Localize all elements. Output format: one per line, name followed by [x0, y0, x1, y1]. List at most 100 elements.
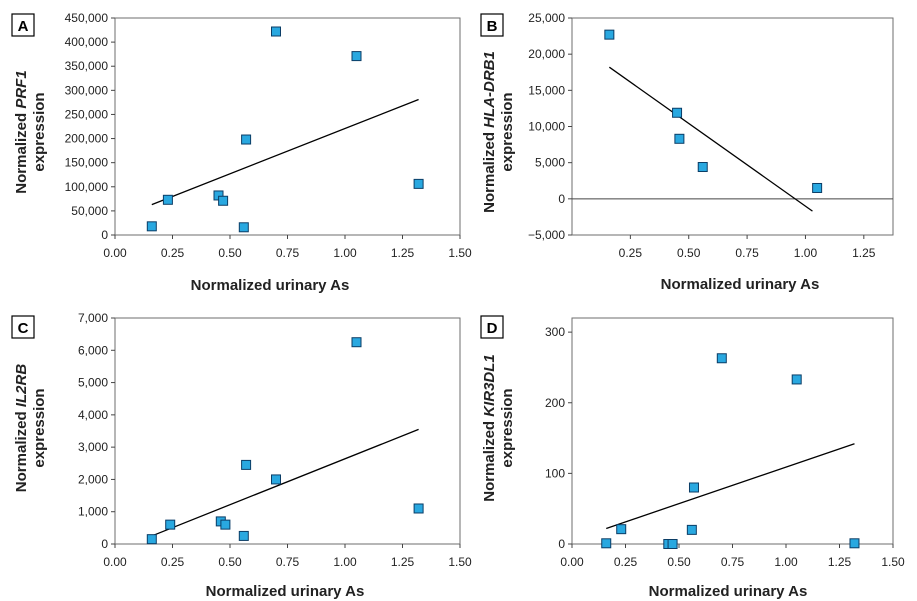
panel-c-x-tick-label: 0.50 [218, 555, 242, 569]
panel-d-y-tick-label: 200 [545, 396, 565, 410]
panel-c-y-axis-title-line1: Normalized IL2RB [13, 364, 30, 493]
panel-d-x-tick-label: 1.00 [774, 555, 798, 569]
panel-a-y-tick-label: 300,000 [65, 83, 109, 97]
panel-c-x-tick-label: 1.50 [448, 555, 472, 569]
panel-c-data-point [351, 337, 362, 348]
panel-a-data-point [162, 194, 173, 205]
panel-c-x-axis-title: Normalized urinary As [206, 583, 365, 600]
panel-a-y-tick-label: 250,000 [65, 107, 109, 121]
panel-a-data-point [351, 51, 362, 62]
panel-d-data-point [616, 524, 627, 535]
panel-b-data-point [604, 29, 615, 40]
panel-c-y-tick-label: 5,000 [78, 376, 108, 390]
panel-b-x-tick-label: 0.75 [735, 246, 759, 260]
panel-a-y-tick-label: 50,000 [71, 204, 108, 218]
panel-c-y-title-gene: IL2RB [13, 364, 30, 408]
panel-b-x-tick-label: 1.00 [794, 246, 818, 260]
panel-a-y-tick-label: 100,000 [65, 180, 109, 194]
panel-d-data-point [688, 482, 699, 493]
panel-d-y-title-gene: KIR3DL1 [481, 354, 498, 417]
panel-a-regression-line [151, 98, 419, 206]
panel-c-data-point [271, 474, 281, 485]
panel-a-data-point [271, 26, 281, 37]
panel-d-x-tick-label: 0.50 [667, 555, 691, 569]
panel-c-plot-frame [114, 317, 461, 545]
panel-a-data-point [413, 178, 424, 189]
panel-d-x-tick-label: 0.00 [560, 555, 584, 569]
panel-d-plot: 0 100 200 300 0.00 0.25 0.50 0.75 1.00 1.25 1.50 [545, 317, 905, 569]
panel-a-y-tick-label: 350,000 [65, 59, 109, 73]
panel-d-y-tick-label: 300 [545, 325, 565, 339]
panel-d-data-point [849, 538, 860, 549]
panel-b-y-title-gene: HLA-DRB1 [481, 51, 498, 128]
panel-c-y-tick-label: 1,000 [78, 505, 108, 519]
panel-a-y-title-gene: PRF1 [13, 70, 30, 108]
panel-c-regression-line [151, 428, 419, 537]
panel-b-y-tick-label: −5,000 [528, 228, 565, 242]
panel-d-plot-frame [571, 317, 894, 545]
panel-b-y-axis-title-line1: Normalized HLA-DRB1 [481, 51, 498, 213]
panel-b-y-title-prefix: Normalized [481, 128, 498, 213]
panel-d-data-point [686, 524, 697, 535]
panel-c-data-point [241, 459, 252, 470]
panel-c-x-tick-label: 0.00 [103, 555, 127, 569]
panel-b-y-tick-label: 10,000 [528, 120, 565, 134]
panel-a-x-axis-title: Normalized urinary As [191, 277, 350, 294]
panel-d-x-axis-title: Normalized urinary As [649, 583, 808, 600]
panel-d-y-tick-label: 0 [558, 537, 565, 551]
panel-a-x-tick-label: 0.75 [276, 246, 300, 260]
panel-b-y-axis-title-line2: expression [499, 92, 516, 171]
panel-b-letter-box [480, 13, 504, 37]
panel-c-x-tick-label: 0.25 [161, 555, 185, 569]
panel-a-letter: A [18, 18, 29, 35]
panel-d-x-tick-label: 0.25 [614, 555, 638, 569]
panel-d-x-tick-label: 1.25 [828, 555, 852, 569]
panel-d-y-axis-title-line2: expression [499, 388, 516, 467]
panel-a-y-axis-title-line2: expression [31, 92, 48, 171]
panel-d-letter-box [480, 315, 504, 339]
panel-c-x-tick-label: 1.25 [391, 555, 415, 569]
panel-b-y-tick-label: 15,000 [528, 83, 565, 97]
panel-c-y-tick-label: 0 [101, 537, 108, 551]
panel-d: D 0 100 200 300 0.00 0.25 0.50 0.75 1.00 1.25 1.50… [480, 315, 905, 600]
panel-a-y-title-prefix: Normalized [13, 109, 30, 194]
panel-d-x-tick-label: 0.75 [721, 555, 745, 569]
panel-b: B −5,000 0 5,000 10,000 15,000 20,000 25,000 0.… [480, 11, 894, 293]
panel-b-x-tick-label: 0.25 [619, 246, 643, 260]
panel-a-x-tick-label: 0.50 [218, 246, 242, 260]
panel-b-y-tick-label: 20,000 [528, 47, 565, 61]
panel-b-regression-line [608, 66, 813, 212]
panel-a-x-tick-label: 1.00 [333, 246, 357, 260]
panel-c-data-point [165, 519, 176, 530]
panel-c-y-title-prefix: Normalized [13, 407, 30, 492]
panel-d-y-title-prefix: Normalized [481, 417, 498, 502]
panel-b-x-axis-title: Normalized urinary As [661, 276, 820, 293]
panel-c-x-tick-label: 0.75 [276, 555, 300, 569]
panel-d-letter: D [487, 320, 498, 337]
panel-d-data-point [791, 374, 802, 385]
panel-c-data-point [413, 503, 424, 514]
panel-a-data-point [146, 221, 157, 232]
panel-c-y-tick-label: 6,000 [78, 343, 108, 357]
panel-c-x-tick-label: 1.00 [333, 555, 357, 569]
panel-b-y-tick-label: 25,000 [528, 11, 565, 25]
panel-b-letter: B [487, 18, 498, 35]
panel-c: C 0 1,000 2,000 3,000 4,000 5,000 6,000 7,000 0.… [11, 311, 472, 600]
panel-b-y-tick-label: 0 [558, 192, 565, 206]
panel-c-y-tick-label: 4,000 [78, 408, 108, 422]
panel-a-y-tick-label: 400,000 [65, 35, 109, 49]
panel-d-y-tick-label: 100 [545, 466, 565, 480]
panel-a-y-tick-label: 150,000 [65, 156, 109, 170]
panel-b-data-point [672, 107, 683, 118]
panel-a-data-point [238, 222, 249, 233]
panel-b-data-point [812, 182, 823, 193]
panel-b-data-point [697, 162, 708, 173]
panel-c-data-point [146, 534, 157, 545]
panel-b-y-tick-label: 5,000 [535, 156, 565, 170]
panel-b-plot: −5,000 0 5,000 10,000 15,000 20,000 25,000 0.25… [528, 11, 894, 260]
panel-a-y-tick-label: 200,000 [65, 132, 109, 146]
panel-c-data-point [220, 519, 231, 530]
panel-a-plot: 0 50,000 100,000 150,000 200,000 250,000 300,0… [65, 11, 472, 260]
panel-a-x-tick-label: 0.25 [161, 246, 185, 260]
